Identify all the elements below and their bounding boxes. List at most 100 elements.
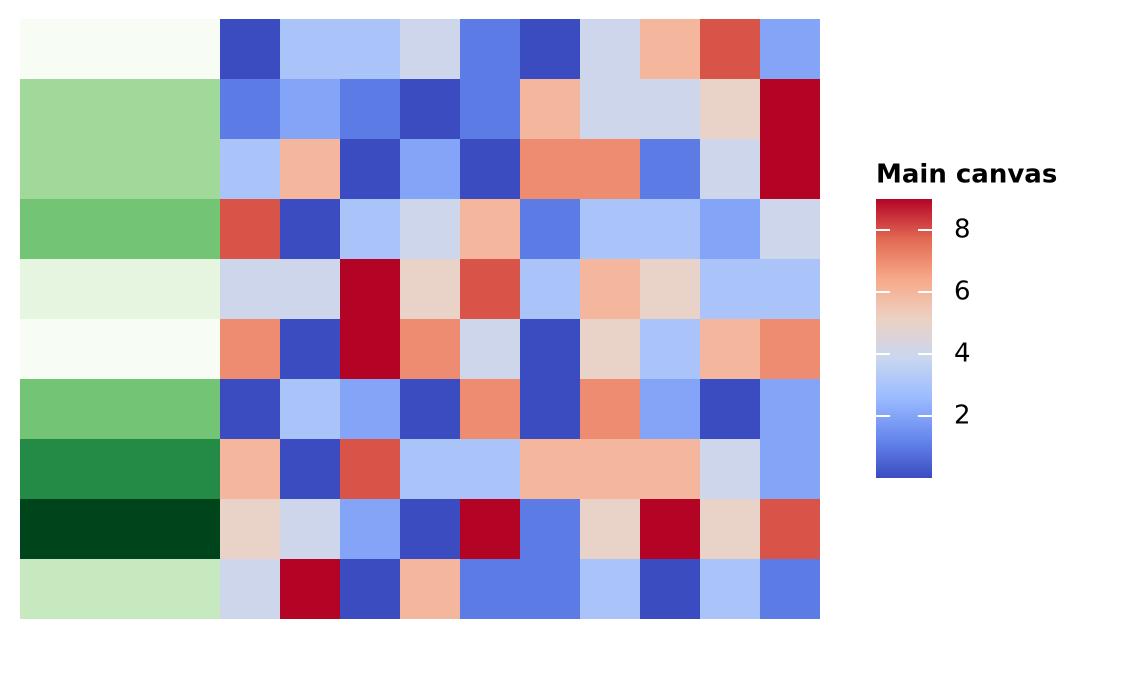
heatmap-cell — [520, 79, 580, 139]
heatmap-cell — [340, 559, 400, 619]
heatmap-cell — [400, 499, 460, 559]
heatmap-cell — [700, 439, 760, 499]
heatmap-cell — [580, 499, 640, 559]
heatmap-cell — [220, 259, 280, 319]
heatmap-cell — [760, 559, 820, 619]
heatmap-cell — [580, 259, 640, 319]
annotation-cell — [20, 499, 220, 559]
heatmap-cell — [760, 379, 820, 439]
heatmap-cell — [760, 499, 820, 559]
heatmap-cell — [220, 379, 280, 439]
annotation-cell — [20, 439, 220, 499]
heatmap-cell — [460, 379, 520, 439]
heatmap-cell — [580, 559, 640, 619]
heatmap-cell — [760, 259, 820, 319]
heatmap-cell — [280, 259, 340, 319]
heatmap-cell — [400, 379, 460, 439]
heatmap-cell — [760, 19, 820, 79]
heatmap-cell — [340, 439, 400, 499]
colorbar-tick-label: 8 — [954, 215, 971, 245]
heatmap-cell — [580, 319, 640, 379]
heatmap-cell — [400, 559, 460, 619]
heatmap-cell — [460, 319, 520, 379]
heatmap-cell — [640, 19, 700, 79]
heatmap-cell — [520, 139, 580, 199]
heatmap-cell — [460, 79, 520, 139]
colorbar-tick-label: 6 — [954, 277, 971, 307]
heatmap-cell — [460, 259, 520, 319]
heatmap-cell — [220, 199, 280, 259]
heatmap-cell — [220, 439, 280, 499]
heatmap-cell — [700, 139, 760, 199]
heatmap-cell — [400, 199, 460, 259]
heatmap-cell — [340, 259, 400, 319]
heatmap-cell — [340, 79, 400, 139]
heatmap-cell — [580, 19, 640, 79]
heatmap-cell — [640, 559, 700, 619]
heatmap-cell — [340, 199, 400, 259]
heatmap-cell — [220, 559, 280, 619]
heatmap-cell — [700, 499, 760, 559]
heatmap-cell — [760, 199, 820, 259]
heatmap-cell — [340, 319, 400, 379]
heatmap-cell — [640, 499, 700, 559]
annotation-cell — [20, 199, 220, 259]
heatmap-cell — [280, 559, 340, 619]
heatmap-cell — [640, 379, 700, 439]
heatmap-cell — [460, 439, 520, 499]
heatmap-cell — [700, 19, 760, 79]
heatmap-cell — [280, 319, 340, 379]
heatmap-cell — [700, 199, 760, 259]
heatmap-cell — [700, 319, 760, 379]
heatmap-cell — [220, 79, 280, 139]
annotation-cell — [20, 79, 220, 139]
heatmap-cell — [580, 79, 640, 139]
heatmap-cell — [520, 319, 580, 379]
heatmap-cell — [220, 319, 280, 379]
heatmap-cell — [520, 19, 580, 79]
heatmap-cell — [580, 199, 640, 259]
heatmap-cell — [520, 559, 580, 619]
heatmap-cell — [520, 259, 580, 319]
annotation-cell — [20, 259, 220, 319]
heatmap-cell — [460, 199, 520, 259]
colorbar-tick-label: 4 — [954, 339, 971, 369]
heatmap-cell — [280, 19, 340, 79]
annotation-cell — [20, 139, 220, 199]
heatmap-cell — [340, 379, 400, 439]
heatmap-cell — [460, 19, 520, 79]
heatmap-cell — [640, 199, 700, 259]
heatmap-cell — [400, 319, 460, 379]
heatmap-cell — [700, 559, 760, 619]
heatmap-cell — [520, 499, 580, 559]
heatmap-cell — [280, 439, 340, 499]
heatmap-cell — [280, 499, 340, 559]
heatmap-cell — [220, 499, 280, 559]
heatmap-cell — [280, 79, 340, 139]
heatmap-cell — [640, 139, 700, 199]
heatmap-cell — [220, 139, 280, 199]
heatmap-cell — [460, 499, 520, 559]
heatmap-cell — [340, 19, 400, 79]
heatmap-cell — [400, 19, 460, 79]
heatmap-cell — [700, 379, 760, 439]
heatmap-cell — [580, 139, 640, 199]
annotation-cell — [20, 319, 220, 379]
heatmap-cell — [760, 319, 820, 379]
heatmap-cell — [460, 559, 520, 619]
heatmap-cell — [760, 139, 820, 199]
heatmap-cell — [520, 439, 580, 499]
heatmap-cell — [640, 259, 700, 319]
heatmap-cell — [340, 139, 400, 199]
heatmap-cell — [460, 139, 520, 199]
heatmap-cell — [400, 439, 460, 499]
heatmap-cell — [340, 499, 400, 559]
heatmap-cell — [580, 439, 640, 499]
heatmap-cell — [400, 139, 460, 199]
heatmap-cell — [520, 379, 580, 439]
heatmap-cell — [400, 79, 460, 139]
heatmap-cell — [760, 79, 820, 139]
heatmap-cell — [580, 379, 640, 439]
colorbar-tick-label: 2 — [954, 401, 971, 431]
